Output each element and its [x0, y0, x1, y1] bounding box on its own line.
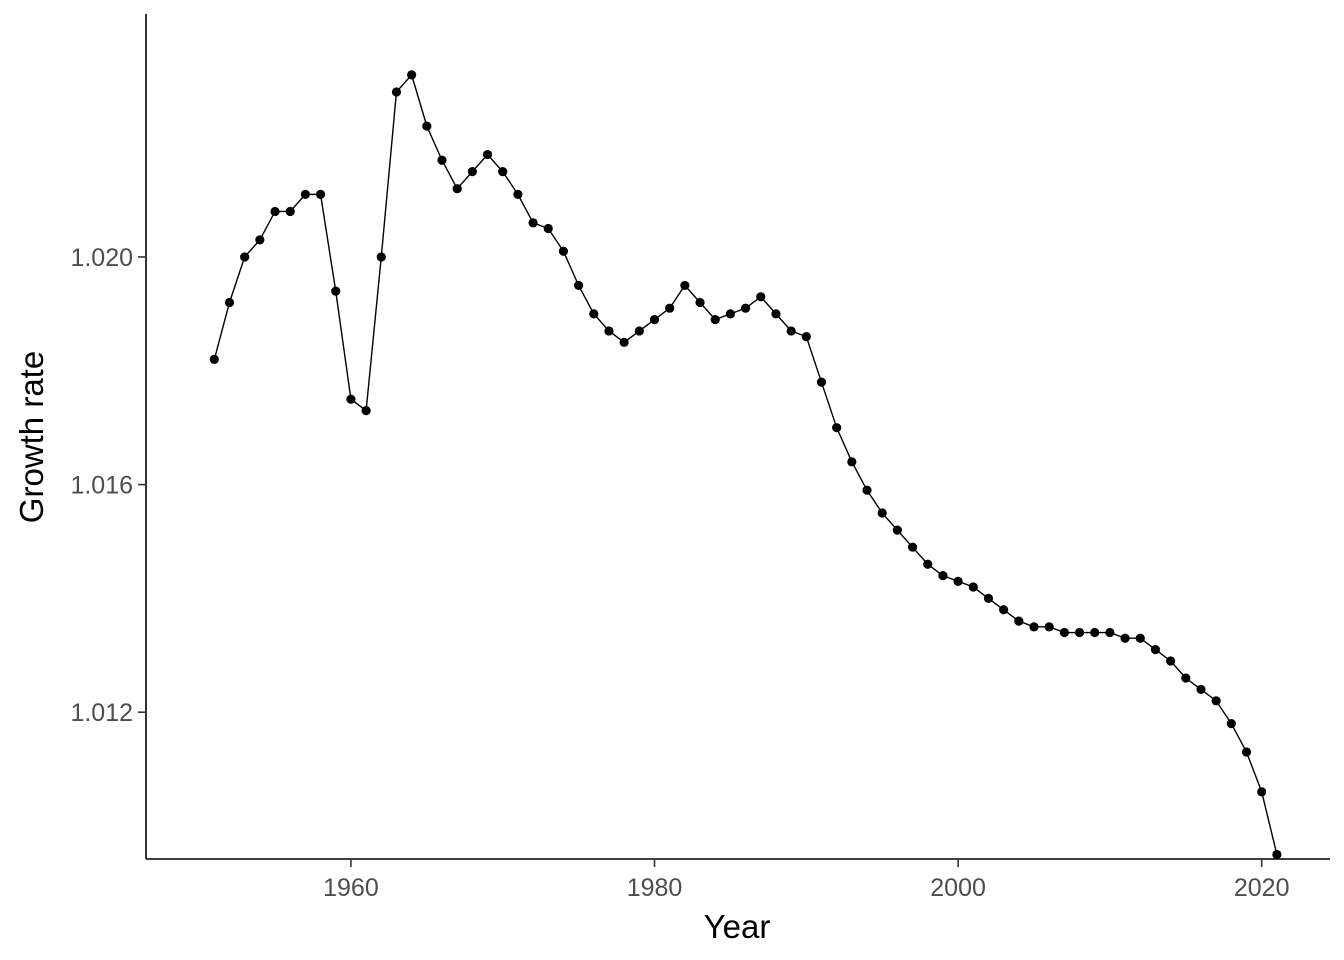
- x-tick-label: 1980: [627, 874, 683, 902]
- y-axis-title: Growth rate: [13, 351, 50, 523]
- data-point: [649, 314, 660, 325]
- data-point: [1211, 696, 1221, 706]
- data-point: [574, 280, 584, 291]
- data-point: [877, 508, 887, 518]
- data-point: [634, 326, 644, 336]
- data-point: [437, 155, 447, 165]
- data-point: [558, 246, 569, 256]
- data-point: [983, 593, 994, 603]
- data-point: [892, 525, 902, 535]
- data-point: [224, 297, 235, 308]
- data-point: [422, 121, 432, 131]
- data-point: [740, 303, 751, 313]
- data-point: [695, 297, 705, 308]
- x-tick-label: 2000: [930, 874, 986, 902]
- data-point: [1014, 616, 1024, 626]
- data-point: [756, 292, 766, 302]
- data-point: [680, 280, 690, 291]
- data-point: [331, 286, 341, 296]
- data-point: [1135, 633, 1145, 643]
- data-point: [452, 184, 462, 194]
- data-point: [1241, 747, 1252, 757]
- data-point: [407, 70, 417, 80]
- data-points: [209, 70, 1282, 860]
- data-point: [1196, 684, 1206, 695]
- data-point: [1226, 718, 1236, 729]
- plot-area: 1960 1980 2000 2020 1.012 1.016 1.020: [70, 14, 1330, 902]
- data-point: [604, 326, 614, 336]
- data-point: [528, 218, 538, 228]
- x-tick-label: 2020: [1234, 874, 1290, 902]
- data-point: [801, 332, 811, 342]
- data-point: [376, 252, 386, 262]
- data-point: [725, 309, 736, 319]
- x-tick-label: 1960: [323, 874, 379, 902]
- y-axis-ticks: 1.012 1.016 1.020: [70, 244, 146, 727]
- data-point: [1120, 633, 1130, 643]
- data-point: [285, 206, 295, 217]
- data-point: [346, 394, 356, 404]
- data-point: [1272, 849, 1282, 860]
- y-tick-label: 1.020: [70, 244, 133, 272]
- data-point: [710, 314, 720, 325]
- data-point: [1166, 656, 1176, 666]
- data-point: [543, 223, 553, 234]
- data-point: [999, 605, 1009, 615]
- data-point: [665, 303, 675, 313]
- x-axis-title: Year: [704, 908, 771, 945]
- x-axis-ticks: 1960 1980 2000 2020: [323, 859, 1290, 902]
- data-point: [1105, 627, 1115, 638]
- data-point: [240, 252, 250, 262]
- data-point: [1150, 645, 1161, 655]
- data-point: [467, 167, 477, 177]
- data-point: [498, 167, 508, 177]
- data-point: [482, 149, 493, 160]
- data-point: [923, 559, 933, 569]
- y-tick-label: 1.016: [70, 472, 133, 500]
- data-point: [619, 337, 629, 347]
- data-point: [391, 87, 402, 97]
- data-point: [786, 326, 796, 336]
- data-point: [315, 189, 326, 199]
- data-point: [1181, 673, 1191, 683]
- data-point: [255, 235, 265, 245]
- data-point: [1044, 622, 1054, 632]
- data-point: [589, 309, 599, 319]
- data-point: [1074, 627, 1085, 638]
- data-point: [361, 406, 371, 416]
- data-point: [832, 423, 842, 433]
- data-point: [816, 377, 827, 387]
- data-point: [968, 582, 978, 592]
- data-point: [270, 206, 280, 217]
- data-point: [1059, 627, 1069, 638]
- data-point: [1090, 627, 1100, 638]
- y-tick-label: 1.012: [70, 699, 133, 727]
- data-point: [771, 309, 781, 319]
- data-point: [953, 576, 963, 586]
- data-point: [209, 354, 219, 364]
- data-point: [300, 189, 310, 199]
- data-point: [1029, 622, 1039, 632]
- data-point: [938, 571, 948, 581]
- data-point: [907, 542, 918, 552]
- data-point: [862, 485, 872, 495]
- data-point: [1257, 787, 1267, 797]
- data-point: [847, 457, 857, 467]
- series-line: [213, 73, 1278, 855]
- data-point: [513, 189, 523, 199]
